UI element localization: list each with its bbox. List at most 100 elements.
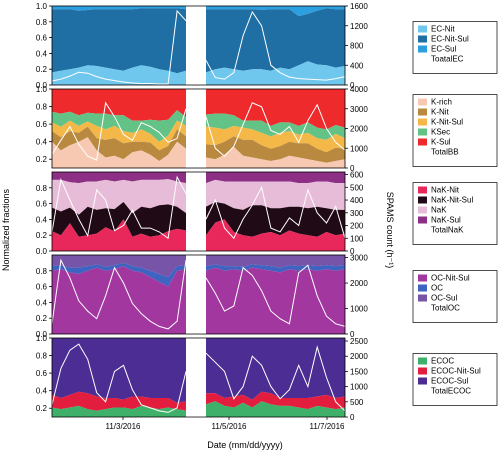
right-tick-label: 3000	[350, 105, 368, 114]
area-ecoc-nit-sul-seg1	[52, 391, 186, 411]
right-tick-label: 1000	[350, 144, 368, 153]
legend-label: OC-Nit-Sul	[431, 274, 470, 283]
x-tick-label: 11/3/2016	[106, 422, 142, 431]
left-tick-label: 0.2	[36, 231, 48, 240]
legend-label: TotalECOC	[431, 387, 471, 396]
left-tick-label: 0.6	[36, 283, 48, 292]
area-oc-nit-sul-seg1	[52, 266, 186, 334]
legend-swatch	[418, 367, 427, 375]
legend-swatch	[418, 45, 427, 53]
legend-label: TotalBB	[431, 148, 459, 157]
legend-label: KSec	[431, 128, 450, 137]
area-k-nit-sul-seg2	[206, 125, 345, 153]
left-tick-label: 0.4	[36, 298, 48, 307]
area-k-nit-sul-seg1	[52, 120, 186, 151]
legend-swatch	[418, 196, 427, 204]
legend-label: OC	[431, 284, 443, 293]
area-nak-nit-seg2	[206, 219, 345, 251]
area-k-sul-seg2	[206, 89, 345, 130]
legend-label: K-rich	[431, 98, 452, 107]
left-tick-label: 1.0	[36, 334, 48, 343]
y-axis-label-right: SPAMS count (h⁻¹)	[385, 192, 395, 269]
left-tick-label: 0.2	[36, 155, 48, 164]
legend-label: EC-Nit-Sul	[431, 35, 469, 44]
area-ecoc-sul-seg2	[206, 338, 345, 400]
legend-label: TotalOC	[431, 304, 460, 313]
line-totalecoc-seg1	[51, 343, 187, 413]
legend-label: NaK-Nit-Sul	[431, 196, 473, 205]
right-tick-label: 2500	[350, 337, 368, 346]
legend-swatch	[418, 138, 427, 146]
right-tick-label: 4000	[350, 85, 368, 94]
legend-swatch	[418, 186, 427, 194]
area-oc-nit-sul-seg2	[206, 267, 345, 334]
line-totalecoc-seg2	[205, 345, 346, 412]
left-tick-label: 0.4	[36, 49, 48, 58]
legend-swatch	[418, 377, 427, 385]
legend-label: K-Sul	[431, 138, 451, 147]
area-ecoc-seg2	[206, 401, 345, 417]
right-tick-label: 1000	[350, 305, 368, 314]
area-oc-sul-seg2	[206, 255, 345, 268]
left-tick-label: 0.0	[36, 330, 48, 339]
right-tick-label: 200	[350, 222, 364, 231]
area-nak-seg2	[206, 179, 345, 210]
left-tick-label: 0.8	[36, 267, 48, 276]
legend-label: EC-Nit	[431, 25, 455, 34]
legend-label: NaK-Nit	[431, 186, 460, 195]
legend-swatch	[418, 284, 427, 292]
area-k-rich-seg2	[206, 146, 345, 168]
left-tick-label: 0.6	[36, 369, 48, 378]
line-totalbb-seg1	[51, 101, 187, 161]
left-tick-label: 0.4	[36, 387, 48, 396]
right-tick-label: 0	[350, 164, 355, 173]
right-tick-label: 2000	[350, 125, 368, 134]
legend-label: ECOC-Sul	[431, 377, 469, 386]
legend-swatch	[418, 98, 427, 106]
right-tick-label: 800	[350, 42, 364, 51]
line-totalnak-seg2	[205, 185, 346, 240]
area-ec-sul-seg1	[52, 6, 186, 11]
x-axis-label: Date (mm/dd/yyyy)	[207, 440, 283, 450]
right-tick-label: 100	[350, 234, 364, 243]
legend-swatch	[418, 118, 427, 126]
legend-swatch	[418, 108, 427, 116]
right-tick-label: 500	[350, 398, 364, 407]
right-tick-label: 1200	[350, 22, 368, 31]
right-tick-label: 300	[350, 209, 364, 218]
right-tick-label: 0	[350, 247, 355, 256]
left-tick-label: 0.8	[36, 103, 48, 112]
line-toatalec-seg1	[51, 9, 187, 85]
right-tick-label: 3000	[350, 254, 368, 263]
x-tick-label: 11/7/2016	[310, 422, 346, 431]
legend-label: K-Nit-Sul	[431, 118, 463, 127]
area-ec-nit-seg1	[52, 65, 186, 85]
left-tick-label: 0.2	[36, 404, 48, 413]
area-k-sul-seg1	[52, 89, 186, 121]
right-tick-label: 1000	[350, 383, 368, 392]
data-gap	[186, 337, 206, 418]
left-tick-label: 0.0	[36, 81, 48, 90]
legend-label: ToatalEC	[431, 55, 464, 64]
panel-3: 0.0 0.2 0.4 0.6 0.8 0 100 200 300 400 500 600 NaK-Ni…	[36, 171, 498, 256]
left-tick-label: 1.0	[36, 85, 48, 94]
left-tick-label: 0.8	[36, 352, 48, 361]
panel-5: 0.20.40.60.81.005001000150020002500ECOCE…	[36, 334, 498, 422]
panel-4: 0.00.20.40.60.80100020003000OC-Nit-SulOC…	[36, 254, 498, 339]
area-ec-nit-sul-seg1	[52, 8, 186, 74]
left-tick-label: 0.2	[36, 314, 48, 323]
y-axis-label-left: Normalized fractions	[1, 188, 11, 271]
legend-swatch	[418, 357, 427, 365]
legend-swatch	[418, 25, 427, 33]
data-gap	[186, 171, 206, 252]
right-tick-label: 0	[350, 81, 355, 90]
right-tick-label: 400	[350, 196, 364, 205]
left-tick-label: 0.8	[36, 184, 48, 193]
area-nak-seg1	[52, 179, 186, 215]
area-nak-sul-seg1	[52, 172, 186, 184]
legend-swatch	[418, 216, 427, 224]
